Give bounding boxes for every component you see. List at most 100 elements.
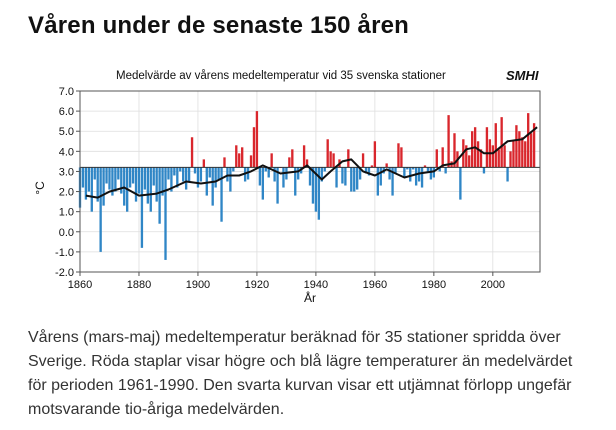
bar-1937 [305,159,309,168]
bar-1919 [252,127,256,168]
chart-svg: -2.0 -1.0 0.0 1.0 2.0 3.0 4.0 5.0 6.0 7.0 1860 188… [33,68,541,305]
bar-1942 [320,167,323,182]
bar-1932 [291,149,294,168]
bar-2001 [494,123,497,168]
bar-1866 [96,167,99,202]
bar-1924 [267,167,270,178]
bar-1952 [350,167,353,192]
bar-2011 [524,141,527,168]
bar-1889 [164,167,167,260]
bar-1941 [317,167,321,220]
bar-1957 [364,167,368,174]
bars [78,111,536,260]
y-axis-ticks: -2.0 -1.0 0.0 1.0 2.0 3.0 4.0 5.0 6.0 7.0 [55,86,80,279]
bar-1980 [432,167,436,178]
bar-1862 [84,167,88,200]
bar-1927 [276,167,279,204]
bar-1909 [223,157,226,168]
bar-1879 [134,167,138,202]
bar-1918 [249,155,253,168]
bar-1891 [170,167,173,192]
bar-2002 [497,149,500,168]
bar-1861 [81,167,85,188]
bar-1922 [261,167,264,200]
bar-1944 [326,139,329,168]
bar-1960 [373,141,377,168]
bar-1911 [229,167,232,192]
bar-1914 [238,153,241,168]
bar-1977 [423,165,427,168]
bar-1896 [184,167,188,190]
bar-1951 [347,149,350,168]
y-tick-label-7: 5.0 [59,126,74,138]
bar-1989 [459,167,462,200]
bar-2005 [506,167,509,182]
bar-1898 [190,137,194,168]
bar-2000 [491,145,494,168]
bar-1895 [182,167,185,182]
x-axis-label: År [304,290,316,305]
bar-1962 [379,167,382,186]
bar-1970 [403,167,406,178]
bar-1976 [420,167,424,188]
x-tick-label-0: 1860 [68,279,92,291]
y-tick-label-0: -2.0 [55,267,74,279]
bar-1893 [176,167,179,188]
bar-1907 [217,167,220,180]
y-tick-label-1: -1.0 [55,247,74,259]
bar-1877 [128,167,132,188]
bar-1981 [435,149,438,168]
bar-1992 [468,155,471,168]
bar-1985 [447,115,450,168]
bar-1943 [323,167,326,172]
bar-1908 [220,167,223,222]
bar-1938 [308,167,312,186]
y-tick-label-9: 7.0 [59,86,74,98]
bar-2003 [500,117,503,168]
chart-caption: Vårens (mars-maj) medeltemperatur beräkn… [28,329,573,418]
bar-1967 [394,167,397,174]
bar-1884 [149,167,152,212]
bar-1920 [255,111,259,168]
bar-1899 [193,167,197,174]
bar-1863 [87,167,91,192]
bar-1958 [367,167,371,176]
bar-1894 [179,167,182,172]
bar-1869 [105,167,108,184]
x-axis-ticks: 1860 1880 1900 1920 1940 1960 1980 2000 [68,272,505,291]
smooth-curve [85,126,538,199]
bar-1955 [358,167,362,180]
bar-2013 [529,133,533,168]
bar-1969 [400,147,403,168]
plot-frame [79,90,541,273]
bar-1984 [444,167,447,174]
bar-1892 [173,167,176,176]
bar-1906 [214,167,217,188]
bar-1903 [205,167,208,196]
bar-1868 [102,167,105,206]
bar-1954 [356,167,359,190]
bar-1870 [108,167,111,190]
y-tick-label-8: 6.0 [59,106,74,118]
bar-1959 [370,165,374,168]
y-axis-label: °C [33,181,47,195]
bar-1956 [361,153,365,168]
bar-1991 [465,145,468,168]
bar-1971 [406,167,409,170]
bar-2007 [512,141,515,168]
bar-1972 [409,167,412,182]
bar-1974 [414,167,418,186]
bar-1897 [187,167,191,182]
bar-1912 [232,167,235,172]
bar-1864 [90,167,93,212]
y-tick-label-5: 3.0 [59,166,74,178]
bar-1998 [485,127,489,168]
smhi-logo: SMHI [506,68,539,83]
bar-1968 [397,143,400,168]
bar-1882 [143,167,147,190]
x-tick-label-2: 1900 [186,279,210,291]
bar-1888 [161,167,164,196]
bar-1900 [196,167,200,188]
bar-2014 [532,123,536,168]
temperature-chart: -2.0 -1.0 0.0 1.0 2.0 3.0 4.0 5.0 6.0 7.0 1860 188… [28,62,546,310]
